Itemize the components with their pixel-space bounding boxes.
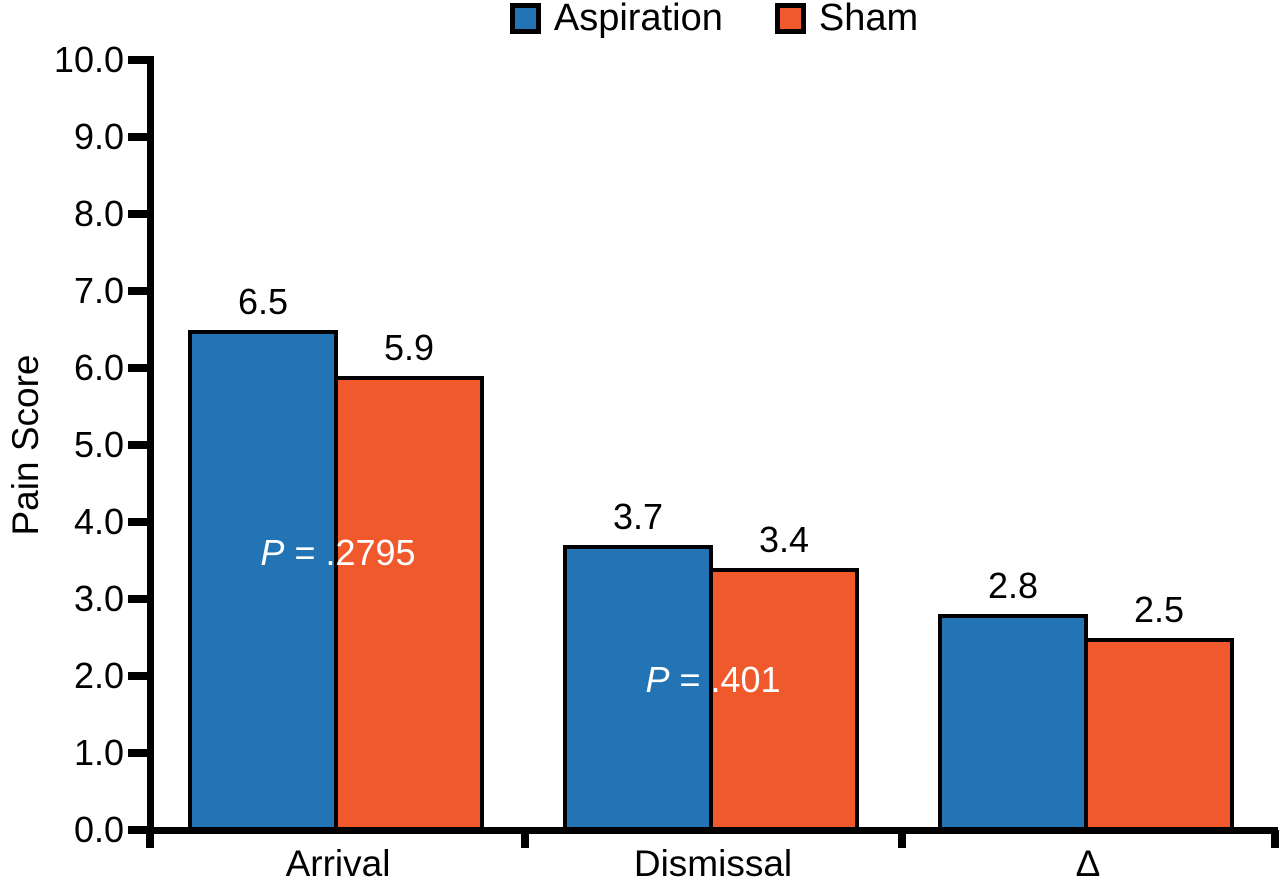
y-axis-tick-label: 10.0 <box>53 39 124 80</box>
x-category-label: Dismissal <box>633 843 793 884</box>
bar-value-label: 6.5 <box>237 280 289 322</box>
legend-swatch-sham <box>774 2 806 34</box>
bar-value-label: 3.4 <box>758 519 810 561</box>
x-category-label: Arrival <box>285 843 391 884</box>
legend-label: Sham <box>818 0 919 39</box>
y-axis-tick-label: 8.0 <box>73 193 124 234</box>
bar-value-label: 2.8 <box>987 565 1039 607</box>
bar-value-label: 5.9 <box>383 326 435 368</box>
x-category-label: Δ <box>1075 843 1101 884</box>
x-axis-tick <box>521 830 529 848</box>
x-axis-tick <box>898 830 906 848</box>
p-value-annotation: P = .2795 <box>158 531 518 575</box>
legend-item-sham: Sham <box>774 0 919 40</box>
p-value-text: = .401 <box>669 658 781 700</box>
y-axis-tick-label: 1.0 <box>73 732 124 773</box>
legend-swatch-aspiration <box>509 2 541 34</box>
bar-value-label: 2.5 <box>1133 588 1185 630</box>
p-value-text: = .2795 <box>284 531 416 573</box>
y-axis-tick-label: 0.0 <box>73 809 124 850</box>
y-axis-tick <box>128 364 150 372</box>
chart-legend: Aspiration Sham <box>150 0 1278 40</box>
p-value-annotation: P = .401 <box>533 658 893 702</box>
bar-sham-group0 <box>334 375 484 833</box>
bar-value-label: 3.7 <box>612 496 664 538</box>
p-italic: P <box>260 531 285 573</box>
y-axis-tick-label: 9.0 <box>73 116 124 157</box>
y-axis-tick <box>128 595 150 603</box>
y-axis-tick-label: 3.0 <box>73 578 124 619</box>
y-axis-tick <box>128 56 150 64</box>
y-axis-tick <box>128 749 150 757</box>
y-axis-tick <box>128 441 150 449</box>
legend-item-aspiration: Aspiration <box>509 0 723 40</box>
legend-label: Aspiration <box>553 0 723 39</box>
bar-sham-group1 <box>709 568 859 833</box>
bar-aspiration-group0 <box>188 329 338 833</box>
y-axis-tick <box>128 210 150 218</box>
y-axis-line <box>146 56 154 848</box>
bar-aspiration-group2 <box>938 614 1088 833</box>
x-axis-line <box>128 826 1278 834</box>
x-axis-tick <box>1271 830 1279 848</box>
y-axis-tick <box>128 672 150 680</box>
y-axis-tick <box>128 287 150 295</box>
y-axis-tick-label: 4.0 <box>73 501 124 542</box>
y-axis-tick <box>128 518 150 526</box>
y-axis-tick <box>128 133 150 141</box>
y-axis-tick-label: 2.0 <box>73 655 124 696</box>
bar-sham-group2 <box>1084 637 1234 833</box>
y-axis-tick-label: 5.0 <box>73 424 124 465</box>
p-italic: P <box>645 658 670 700</box>
y-axis-tick-label: 6.0 <box>73 347 124 388</box>
x-axis-tick <box>146 830 154 848</box>
y-axis-tick-label: 7.0 <box>73 270 124 311</box>
